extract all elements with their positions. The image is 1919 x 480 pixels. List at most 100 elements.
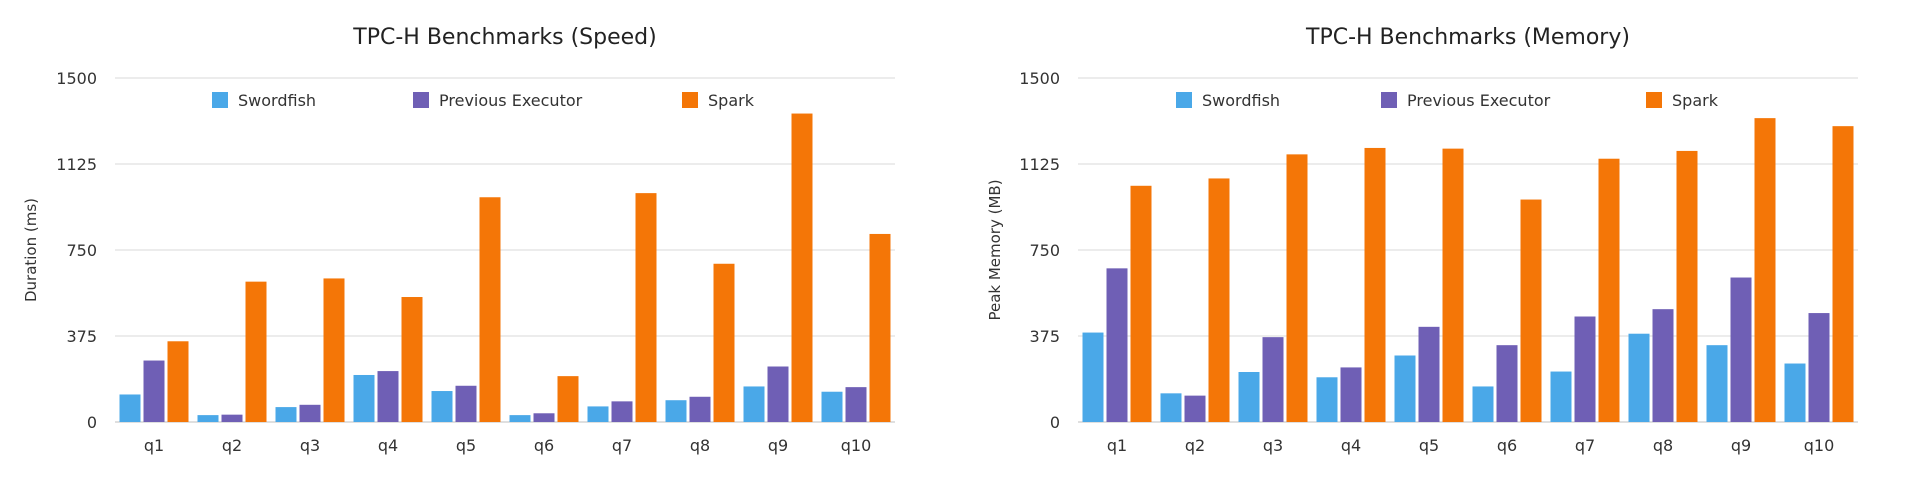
x-tick-label: q4 [378, 436, 398, 455]
bar-spark-q3 [1286, 154, 1308, 423]
x-tick-label: q1 [144, 436, 164, 455]
bar-spark-q2 [1208, 178, 1230, 422]
x-tick-label: q5 [1419, 436, 1439, 455]
x-tick-label: q1 [1107, 436, 1127, 455]
bar-spark-q1 [167, 341, 189, 422]
bar-spark-q10 [1832, 126, 1854, 422]
bar-previous-executor-q1 [143, 360, 165, 422]
bar-spark-q9 [791, 113, 813, 423]
x-tick-label: q8 [1653, 436, 1673, 455]
bar-previous-executor-q7 [1574, 316, 1596, 422]
legend-swatch [682, 92, 698, 108]
bar-swordfish-q2 [197, 415, 219, 422]
chart-2: TPC-H Benchmarks (Memory) 0 375 750 1125 1500… [986, 25, 1858, 455]
bar-swordfish-q1 [119, 394, 141, 422]
bar-spark-q5 [1442, 148, 1464, 422]
y-tick-label: 1500 [1019, 69, 1060, 88]
legend-label: Previous Executor [1407, 91, 1551, 110]
bar-spark-q10 [869, 233, 891, 422]
x-tick-label: q5 [456, 436, 476, 455]
y-tick-label: 750 [1029, 241, 1060, 260]
legend-swatch [413, 92, 429, 108]
bar-previous-executor-q5 [455, 385, 477, 422]
bar-swordfish-q9 [743, 386, 765, 422]
bar-previous-executor-q7 [611, 401, 633, 422]
bar-previous-executor-q6 [1496, 345, 1518, 422]
x-tick-label: q9 [768, 436, 788, 455]
bar-swordfish-q4 [353, 374, 375, 422]
bar-previous-executor-q4 [1340, 367, 1362, 422]
y-tick-label: 750 [66, 241, 97, 260]
bar-previous-executor-q6 [533, 413, 555, 422]
y-tick-label: 1500 [56, 69, 97, 88]
chart-1: TPC-H Benchmarks (Speed) 0 375 750 1125 1500 D… [22, 25, 895, 455]
bar-previous-executor-q2 [1184, 395, 1206, 422]
x-tick-label: q4 [1341, 436, 1361, 455]
x-tick-label: q6 [534, 436, 554, 455]
chart-title: TPC-H Benchmarks (Memory) [1305, 25, 1630, 50]
bar-spark-q4 [401, 297, 423, 422]
bar-swordfish-q6 [509, 415, 531, 422]
legend-label: Spark [1672, 91, 1719, 110]
x-tick-label: q9 [1731, 436, 1751, 455]
bar-spark-q6 [557, 376, 579, 422]
bar-spark-q1 [1130, 185, 1152, 422]
legend-swatch [212, 92, 228, 108]
bar-previous-executor-q4 [377, 371, 399, 422]
bar-swordfish-q10 [1784, 363, 1806, 422]
legend-label: Spark [708, 91, 755, 110]
bar-swordfish-q10 [821, 391, 843, 422]
bar-spark-q7 [1598, 158, 1620, 422]
bar-spark-q2 [245, 281, 267, 422]
bar-swordfish-q7 [1550, 371, 1572, 422]
bar-previous-executor-q1 [1106, 268, 1128, 422]
bar-previous-executor-q9 [767, 366, 789, 422]
bar-swordfish-q3 [275, 407, 297, 422]
bar-swordfish-q6 [1472, 386, 1494, 422]
bar-spark-q4 [1364, 147, 1386, 423]
legend-swatch [1381, 92, 1397, 108]
y-tick-label: 0 [87, 413, 97, 432]
legend-swatch [1646, 92, 1662, 108]
bar-swordfish-q3 [1238, 372, 1260, 422]
x-tick-label: q3 [1263, 436, 1283, 455]
chart-title: TPC-H Benchmarks (Speed) [352, 25, 656, 50]
bar-previous-executor-q10 [1808, 313, 1830, 422]
legend-label: Swordfish [1202, 91, 1280, 110]
legend-label: Swordfish [238, 91, 316, 110]
bar-swordfish-q9 [1706, 345, 1728, 422]
x-tick-label: q10 [841, 436, 872, 455]
x-tick-label: q3 [300, 436, 320, 455]
y-tick-label: 0 [1050, 413, 1060, 432]
y-tick-label: 1125 [1019, 155, 1060, 174]
bar-spark-q6 [1520, 199, 1542, 422]
bar-swordfish-q4 [1316, 377, 1338, 422]
bar-previous-executor-q10 [845, 387, 867, 422]
bar-spark-q8 [713, 263, 735, 422]
bar-spark-q9 [1754, 118, 1776, 422]
y-tick-label: 375 [1029, 327, 1060, 346]
x-tick-label: q8 [690, 436, 710, 455]
bar-swordfish-q8 [1628, 333, 1650, 422]
bar-previous-executor-q3 [1262, 337, 1284, 422]
bar-spark-q5 [479, 197, 501, 422]
bar-spark-q3 [323, 278, 345, 422]
bar-swordfish-q8 [665, 400, 687, 422]
x-tick-label: q2 [1185, 436, 1205, 455]
bar-swordfish-q5 [1394, 355, 1416, 422]
y-tick-label: 1125 [56, 155, 97, 174]
bar-previous-executor-q5 [1418, 326, 1440, 422]
x-tick-label: q7 [612, 436, 632, 455]
x-tick-label: q2 [222, 436, 242, 455]
bar-swordfish-q5 [431, 391, 453, 422]
bar-swordfish-q2 [1160, 393, 1182, 422]
bar-swordfish-q7 [587, 406, 609, 422]
bar-previous-executor-q2 [221, 414, 243, 422]
y-axis-label: Peak Memory (MB) [986, 179, 1004, 320]
legend-label: Previous Executor [439, 91, 583, 110]
x-tick-label: q7 [1575, 436, 1595, 455]
x-tick-label: q10 [1804, 436, 1835, 455]
x-tick-label: q6 [1497, 436, 1517, 455]
